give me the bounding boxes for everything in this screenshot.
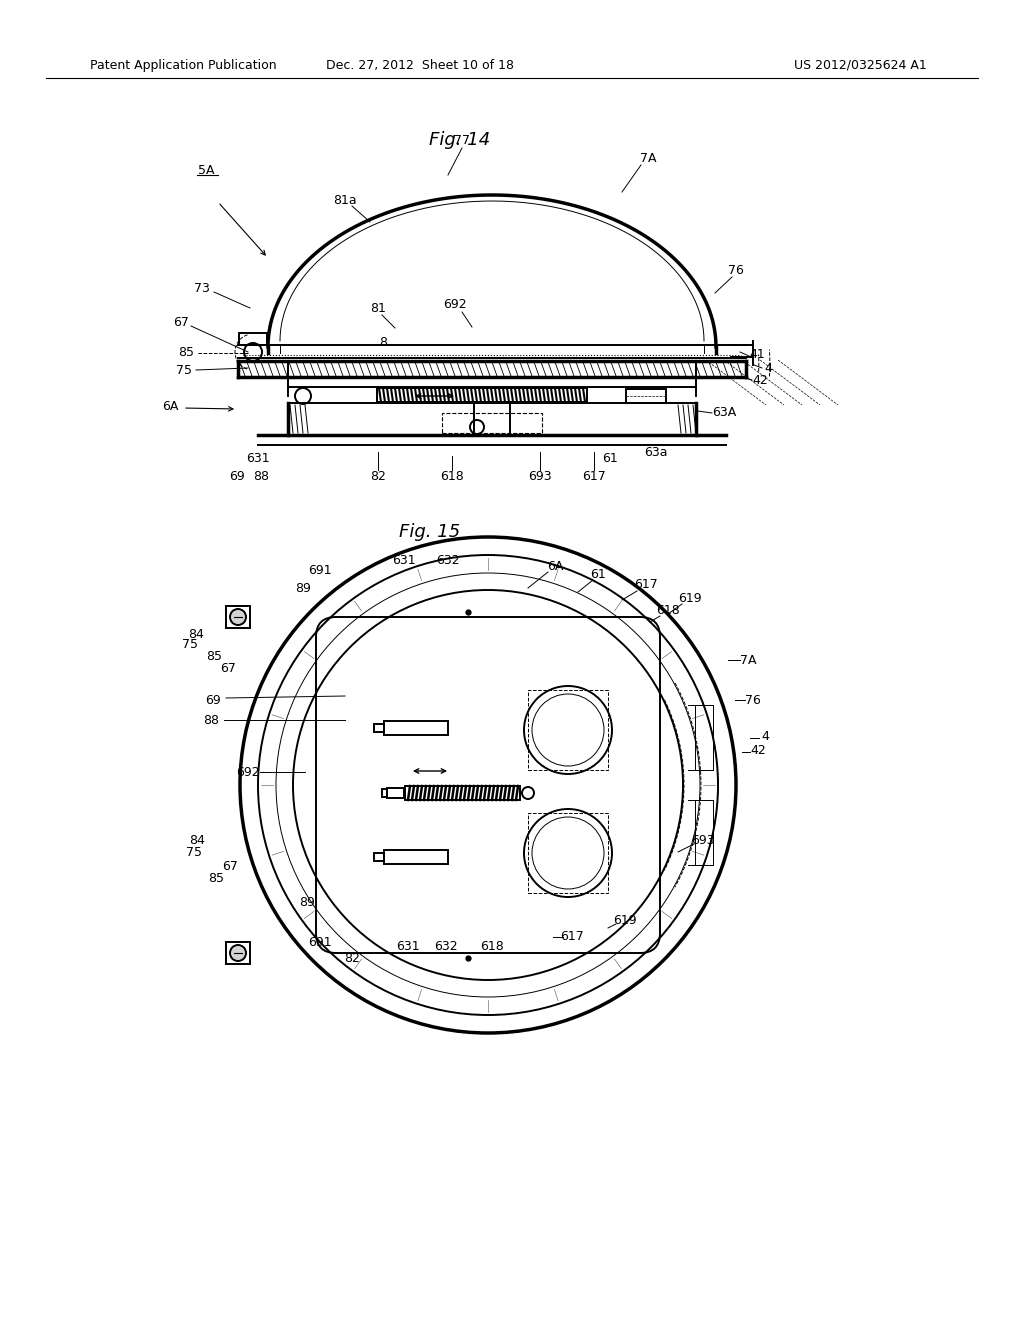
Text: 618: 618 <box>440 470 464 483</box>
Text: 631: 631 <box>392 553 416 566</box>
Text: 7A: 7A <box>739 653 757 667</box>
Text: 693: 693 <box>691 833 715 846</box>
Text: 81: 81 <box>370 301 386 314</box>
Text: 88: 88 <box>203 714 219 726</box>
Text: 631: 631 <box>246 451 269 465</box>
Text: 76: 76 <box>745 693 761 706</box>
Text: 693: 693 <box>528 470 552 483</box>
Bar <box>528 813 608 894</box>
Text: 692: 692 <box>237 766 260 779</box>
Text: 619: 619 <box>678 591 701 605</box>
Text: Fig. 15: Fig. 15 <box>399 523 461 541</box>
Bar <box>226 942 250 964</box>
Text: 85: 85 <box>178 346 194 359</box>
Circle shape <box>230 609 246 624</box>
Text: 691: 691 <box>308 936 332 949</box>
Text: 63a: 63a <box>644 446 668 458</box>
Text: 75: 75 <box>186 846 202 858</box>
Text: 89: 89 <box>299 895 315 908</box>
Bar <box>226 606 250 628</box>
Text: 618: 618 <box>480 940 504 953</box>
Text: 632: 632 <box>436 553 460 566</box>
Text: 82: 82 <box>370 470 386 483</box>
Bar <box>382 789 387 797</box>
Bar <box>239 333 267 345</box>
Bar <box>528 690 608 770</box>
Text: Dec. 27, 2012  Sheet 10 of 18: Dec. 27, 2012 Sheet 10 of 18 <box>326 58 514 71</box>
Text: 691: 691 <box>308 564 332 577</box>
Text: 617: 617 <box>582 470 606 483</box>
Text: 77: 77 <box>454 135 470 148</box>
Text: 88: 88 <box>253 470 269 483</box>
Text: US 2012/0325624 A1: US 2012/0325624 A1 <box>794 58 927 71</box>
Circle shape <box>295 388 311 404</box>
Text: 67: 67 <box>222 859 238 873</box>
Text: 617: 617 <box>560 929 584 942</box>
Circle shape <box>230 945 246 961</box>
Text: Patent Application Publication: Patent Application Publication <box>90 58 276 71</box>
Bar <box>387 788 404 799</box>
Text: 8: 8 <box>379 335 387 348</box>
Text: 82: 82 <box>344 952 360 965</box>
Text: 73: 73 <box>195 281 210 294</box>
Text: 7A: 7A <box>640 153 656 165</box>
Text: 85: 85 <box>208 871 224 884</box>
Text: 4: 4 <box>764 362 772 375</box>
Text: 81a: 81a <box>333 194 356 206</box>
Text: 617: 617 <box>634 578 657 591</box>
Text: 67: 67 <box>220 661 236 675</box>
Text: 69: 69 <box>229 470 245 483</box>
Text: 85: 85 <box>206 651 222 664</box>
Text: 632: 632 <box>434 940 458 953</box>
Bar <box>374 853 384 861</box>
Text: 6A: 6A <box>547 560 563 573</box>
Text: 5A: 5A <box>198 164 214 177</box>
Text: Fig. 14: Fig. 14 <box>429 131 490 149</box>
Text: 63A: 63A <box>712 407 736 420</box>
Bar <box>377 388 587 403</box>
Text: 4: 4 <box>761 730 769 742</box>
Text: 75: 75 <box>176 363 193 376</box>
Circle shape <box>244 343 262 360</box>
Text: 76: 76 <box>728 264 744 276</box>
Text: 89: 89 <box>295 582 311 594</box>
Text: 84: 84 <box>188 627 204 640</box>
Circle shape <box>522 787 534 799</box>
Circle shape <box>470 420 484 434</box>
Text: 6A: 6A <box>162 400 178 412</box>
Text: 619: 619 <box>613 913 637 927</box>
Bar <box>406 785 520 800</box>
Text: 618: 618 <box>656 603 680 616</box>
Text: 61: 61 <box>602 451 617 465</box>
Bar <box>626 389 666 403</box>
Text: 42: 42 <box>751 743 766 756</box>
Bar <box>442 413 542 433</box>
Text: 69: 69 <box>205 693 221 706</box>
Text: 41: 41 <box>750 348 765 362</box>
Bar <box>374 723 384 733</box>
Text: 692: 692 <box>443 298 467 312</box>
Text: 61: 61 <box>590 568 606 581</box>
Bar <box>384 721 449 735</box>
Bar <box>384 850 449 865</box>
Text: 67: 67 <box>173 315 189 329</box>
Text: 42: 42 <box>752 374 768 387</box>
Text: 631: 631 <box>396 940 420 953</box>
Text: 84: 84 <box>189 833 205 846</box>
Text: 75: 75 <box>182 639 198 652</box>
